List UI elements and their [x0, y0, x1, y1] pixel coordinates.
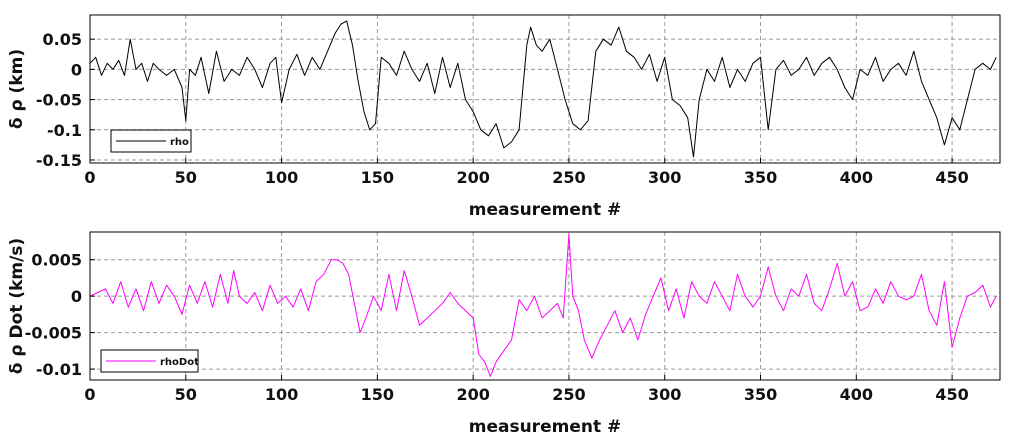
ticks: 0 50 100 150 200 250 300 350 400 450 0.05 0 -0.05 -0.… [36, 30, 969, 187]
x-tick-label: 300 [648, 168, 681, 187]
x-tick-label: 300 [648, 385, 681, 404]
ticks: 0 50 100 150 200 250 300 350 400 450 0.005 0 -0.005 -… [25, 251, 969, 404]
rhodot-panel: 0 50 100 150 200 250 300 350 400 450 0.005 0 -0.005 -… [7, 231, 1001, 437]
legend: rho [110, 129, 192, 153]
y-tick-label: -0.1 [47, 121, 82, 140]
x-tick-label: 0 [84, 168, 95, 187]
x-axis-label: measurement # [469, 417, 622, 437]
x-tick-label: 250 [552, 168, 585, 187]
x-tick-label: 150 [361, 168, 394, 187]
x-tick-label: 350 [744, 168, 777, 187]
x-tick-label: 50 [175, 168, 197, 187]
x-tick-label: 200 [456, 168, 489, 187]
x-tick-label: 250 [552, 385, 585, 404]
plot-frame [89, 231, 1001, 381]
y-axis-label: δ ρ (km) [7, 49, 27, 129]
legend: rhoDot [100, 349, 199, 373]
x-axis-label: measurement # [469, 200, 622, 220]
x-tick-label: 400 [840, 385, 873, 404]
grid [90, 232, 1000, 380]
y-tick-label: -0.15 [36, 151, 82, 170]
grid [90, 15, 1000, 163]
y-tick-label: -0.005 [25, 324, 82, 343]
plot-frame [89, 14, 1001, 164]
x-tick-label: 100 [265, 168, 298, 187]
x-tick-label: 200 [456, 385, 489, 404]
x-tick-label: 0 [84, 385, 95, 404]
legend-label-rho: rho [170, 137, 189, 148]
rho-panel: 0 50 100 150 200 250 300 350 400 450 0.05 0 -0.05 -0.… [7, 14, 1001, 220]
y-tick-label: 0 [71, 287, 82, 306]
y-tick-label: 0.005 [31, 251, 82, 270]
y-tick-label: -0.01 [36, 360, 82, 379]
series-line-rho [89, 20, 997, 158]
y-tick-label: 0.05 [43, 30, 82, 49]
y-tick-label: 0 [71, 60, 82, 79]
legend-label-rhodot: rhoDot [160, 357, 199, 368]
x-tick-label: 400 [840, 168, 873, 187]
x-tick-label: 150 [361, 385, 394, 404]
x-tick-label: 50 [175, 385, 197, 404]
series [89, 20, 997, 158]
series-line-rhodot [89, 233, 997, 377]
series [89, 233, 997, 377]
y-axis-label: δ ρ Dot (km/s) [7, 238, 27, 374]
x-tick-label: 350 [744, 385, 777, 404]
x-tick-label: 450 [935, 385, 968, 404]
x-tick-label: 100 [265, 385, 298, 404]
plot-area-background [90, 15, 1000, 163]
y-tick-label: -0.05 [36, 91, 82, 110]
x-tick-label: 450 [935, 168, 968, 187]
plot-area-background [90, 232, 1000, 380]
